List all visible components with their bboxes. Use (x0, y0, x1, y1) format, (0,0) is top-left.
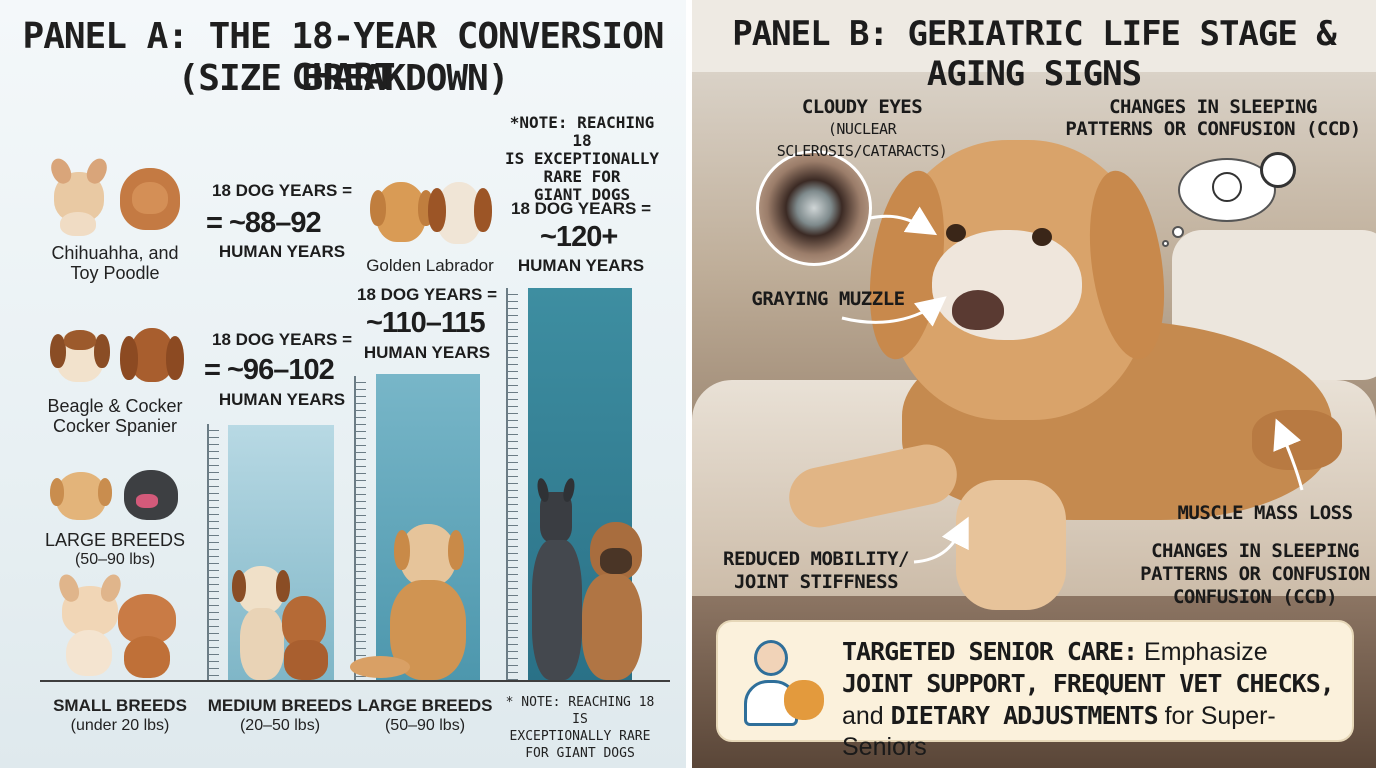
medium-value-main-wrap: = ~96–102 (204, 354, 374, 387)
giant-value-main-wrap: ~120+ (540, 221, 660, 254)
giant-bottom-note-1: * NOTE: REACHING 18 IS (505, 695, 655, 727)
giant-note-top: *NOTE: REACHING 18 IS EXCEPTIONALLY RARE… (502, 114, 662, 204)
care-text-6: for Super-Seniors (842, 702, 1276, 761)
small-value-line1: 18 DOG YEARS = (212, 181, 352, 200)
giant-bottom-note-3: FOR GIANT DOGS (525, 746, 635, 761)
small-breeds-sub: (under 20 lbs) (70, 717, 170, 734)
panel-divider (686, 0, 692, 768)
large-value-line1: 18 DOG YEARS = (357, 285, 497, 304)
sleep-bottom-line1: CHANGES IN SLEEPING (1151, 540, 1359, 562)
panel-a-title-line2: (SIZE BREAKDOWN) (177, 58, 510, 99)
small-value-main: ~88–92 (229, 207, 322, 239)
panel-b-title: PANEL B: GERIATRIC LIFE STAGE & AGING SI… (732, 14, 1337, 94)
large-breeds-sub: (50–90 lbs) (384, 717, 466, 734)
breed-label-large-2: (50–90 lbs) (74, 551, 156, 568)
reduced-mobility-label: REDUCED MOBILITY/ JOINT STIFFNESS (716, 548, 916, 594)
care-joint-support: JOINT SUPPORT, FREQUENT VET CHECKS, (842, 669, 1335, 698)
small-value-main-wrap: = ~88–92 (206, 207, 366, 240)
large-value-line3: HUMAN YEARS (363, 343, 491, 362)
care-text-2: Emphasize (1137, 638, 1268, 666)
giant-value-main: ~120+ (540, 221, 618, 253)
medium-value-line1: 18 DOG YEARS = (212, 330, 352, 349)
arrow-cloudy-eyes (869, 206, 938, 236)
medium-breeds-sub: (20–50 lbs) (239, 717, 321, 734)
arrow-graying-muzzle (841, 296, 947, 327)
large-breeds-label: LARGE BREEDS (50–90 lbs) (350, 696, 500, 735)
care-text-4: and (842, 702, 891, 730)
panel-a-title-line1: PANEL A: THE 18-YEAR CONVERSION CHART (22, 16, 665, 98)
mobility-line1: REDUCED MOBILITY/ (723, 548, 909, 570)
mobility-line2: JOINT STIFFNESS (733, 571, 899, 593)
arrow-mobility (913, 516, 969, 564)
care-text: TARGETED SENIOR CARE: Emphasize JOINT SU… (842, 636, 1342, 763)
sleep-changes-top-label: CHANGES IN SLEEPING PATTERNS OR CONFUSIO… (1058, 96, 1368, 140)
giant-bottom-note: * NOTE: REACHING 18 IS EXCEPTIONALLY RAR… (500, 694, 660, 762)
cloudy-eye-inset (756, 150, 872, 266)
breed-label-small-2: Toy Poodle (70, 263, 160, 283)
giant-note-top-2: IS EXCEPTIONALLY (504, 149, 660, 168)
sleep-bottom-line3: CONFUSION (CCD) (1172, 586, 1338, 608)
medium-value-main: ~96–102 (227, 354, 335, 386)
large-breeds-title: LARGE BREEDS (357, 696, 493, 715)
annotation-arrows (841, 206, 1304, 564)
targeted-senior-care-box: TARGETED SENIOR CARE: Emphasize JOINT SU… (716, 620, 1354, 761)
giant-bottom-note-2: EXCEPTIONALLY RARE (509, 729, 651, 744)
sleep-top-line1: CHANGES IN SLEEPING (1109, 96, 1317, 118)
small-breeds-label: SMALL BREEDS (under 20 lbs) (40, 696, 200, 735)
cloudy-eyes-title: CLOUDY EYES (801, 96, 923, 118)
chart-baseline (40, 680, 670, 682)
panel-a: PANEL A: THE 18-YEAR CONVERSION CHART (S… (0, 0, 686, 768)
panel-b-header (692, 0, 1376, 72)
small-breeds-title: SMALL BREEDS (53, 696, 187, 715)
large-value-main-wrap: ~110–115 (366, 307, 506, 340)
ruler-giant (506, 288, 524, 680)
care-dietary: DIETARY ADJUSTMENTS (890, 701, 1159, 730)
large-value-main: ~110–115 (366, 307, 486, 339)
cloudy-eyes-sub: (NUCLEAR SCLEROSIS/CATARACTS) (776, 120, 948, 160)
small-value-line3: HUMAN YEARS (218, 242, 346, 261)
breed-label-medium-1: Beagle & Cocker (47, 396, 183, 416)
vet-with-dog-icon (744, 640, 824, 726)
care-title: TARGETED SENIOR CARE: (842, 637, 1138, 666)
giant-note-top-1: *NOTE: REACHING 18 (509, 113, 655, 150)
golden-labrador-label: Golden Labrador (366, 256, 494, 275)
panel-b: PANEL B: GERIATRIC LIFE STAGE & AGING SI… (692, 0, 1376, 768)
breed-label-medium-2: Cocker Spanier (52, 416, 178, 436)
giant-value-line3: HUMAN YEARS (517, 256, 645, 275)
giant-value-line1: 18 DOG YEARS = (511, 199, 651, 218)
small-value-prefix: = (206, 207, 229, 239)
giant-note-top-4: GIANT DOGS (533, 185, 631, 204)
medium-value-prefix: = (204, 354, 227, 386)
giant-note-top-3: RARE FOR (543, 167, 621, 186)
ruler-medium (207, 424, 225, 680)
sleep-top-line2: PATTERNS OR CONFUSION (CCD) (1065, 118, 1361, 140)
medium-value-line3: HUMAN YEARS (218, 390, 346, 409)
muscle-mass-loss-label: MUSCLE MASS LOSS (1177, 502, 1353, 524)
graying-muzzle-label: GRAYING MUZZLE (751, 288, 905, 310)
medium-breeds-label: MEDIUM BREEDS (20–50 lbs) (200, 696, 360, 735)
sleep-bottom-line2: PATTERNS OR CONFUSION (1140, 563, 1370, 585)
cloudy-eyes-label: CLOUDY EYES (NUCLEAR SCLEROSIS/CATARACTS… (742, 96, 982, 162)
sleep-changes-bottom-label: CHANGES IN SLEEPING PATTERNS OR CONFUSIO… (1140, 540, 1370, 609)
ruler-large (354, 376, 372, 680)
breed-label-large-1: LARGE BREEDS (44, 530, 186, 550)
breed-label-small-1: Chihuahha, and (51, 243, 179, 263)
arrow-muscle-loss (1273, 418, 1304, 491)
medium-breeds-title: MEDIUM BREEDS (207, 696, 353, 715)
